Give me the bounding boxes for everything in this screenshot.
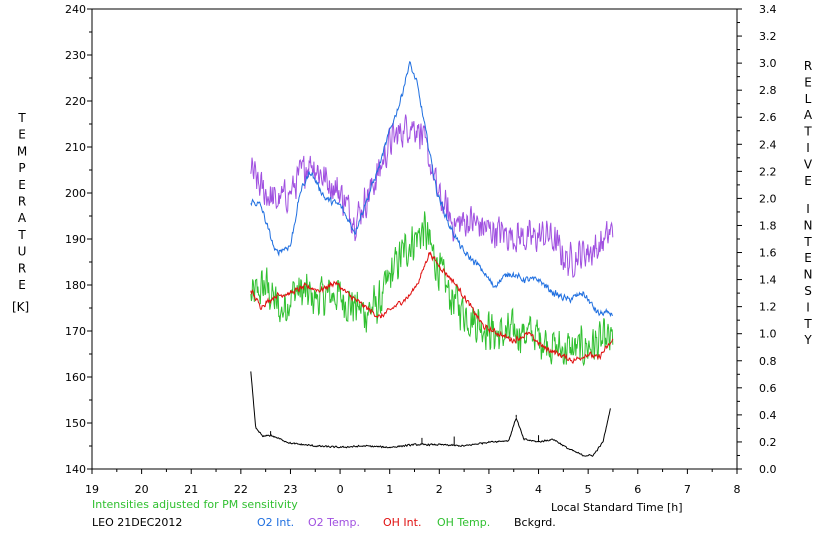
- right-axis-tick-label: 1.6: [759, 247, 777, 260]
- right-axis-title-letter: S: [804, 284, 812, 298]
- left-axis-unit: [K]: [12, 300, 29, 314]
- left-axis-title-letter: E: [18, 178, 26, 192]
- right-axis-tick-label: 1.4: [759, 274, 777, 287]
- right-axis-tick-label: 3.0: [759, 57, 777, 70]
- series-layer: [250, 60, 614, 457]
- left-axis-tick-label: 200: [65, 187, 86, 200]
- right-axis-title-letter: V: [804, 157, 813, 171]
- right-axis-tick-label: 0.4: [759, 409, 777, 422]
- right-axis-title-letter: E: [804, 251, 812, 265]
- left-axis-tick-label: 230: [65, 49, 86, 62]
- legend-entry: OH Temp.: [437, 516, 490, 529]
- right-axis-tick-label: 2.0: [759, 192, 777, 205]
- left-axis-tick-label: 210: [65, 141, 86, 154]
- right-axis-tick-label: 1.0: [759, 328, 777, 341]
- legend-entry: O2 Int.: [257, 516, 294, 529]
- right-axis-title-letter: R: [804, 59, 812, 73]
- right-axis-tick-label: 3.2: [759, 30, 777, 43]
- right-axis-title-letter: I: [806, 300, 810, 314]
- left-axis-title-letter: E: [18, 128, 26, 142]
- x-axis-title: Local Standard Time [h]: [551, 501, 683, 514]
- series-line-o2-int: [250, 60, 613, 318]
- right-axis-tick-label: 2.4: [759, 138, 777, 151]
- right-axis-tick-label: 0.2: [759, 436, 777, 449]
- left-axis-tick-label: 190: [65, 233, 86, 246]
- right-axis-tick-label: 3.4: [759, 3, 777, 16]
- right-axis-tick-label: 0.8: [759, 355, 777, 368]
- right-axis-title-letter: T: [803, 317, 812, 331]
- right-axis-title-letter: N: [804, 268, 813, 282]
- left-axis-tick-label: 180: [65, 279, 86, 292]
- x-axis-tick-label: 21: [184, 483, 198, 496]
- x-axis-tick-label: 7: [684, 483, 691, 496]
- left-axis-title-letter: M: [17, 144, 27, 158]
- right-axis-tick-label: 2.2: [759, 165, 777, 178]
- x-axis-tick-label: 2: [436, 483, 443, 496]
- right-axis-title-letter: A: [804, 108, 813, 122]
- right-axis-title-letter: L: [805, 92, 812, 106]
- series-line-bckgrd: [250, 371, 611, 457]
- left-axis-title-letter: A: [18, 211, 27, 225]
- x-axis-tick-label: 3: [485, 483, 492, 496]
- legend-entry: O2 Temp.: [308, 516, 360, 529]
- left-axis-tick-label: 140: [65, 463, 86, 476]
- right-axis-title-letter: E: [804, 75, 812, 89]
- right-axis-title-letter: T: [803, 125, 812, 139]
- series-line-o2-temp: [250, 114, 614, 278]
- left-axis-tick-label: 150: [65, 417, 86, 430]
- left-axis-title-letter: E: [18, 278, 26, 292]
- x-axis-tick-label: 4: [535, 483, 542, 496]
- right-axis-tick-label: 0.0: [759, 463, 777, 476]
- right-axis-title-letter: E: [804, 174, 812, 188]
- right-axis-tick-label: 2.6: [759, 111, 777, 124]
- right-axis-title-letter: Y: [803, 333, 812, 347]
- left-axis-tick-label: 240: [65, 3, 86, 16]
- x-axis-tick-label: 5: [585, 483, 592, 496]
- left-axis-title-letter: P: [18, 161, 25, 175]
- right-axis-tick-label: 1.8: [759, 219, 777, 232]
- label-layer: 1401501601701801902002102202302400.00.20…: [17, 3, 813, 529]
- left-axis-title-letter: R: [18, 195, 26, 209]
- left-axis-title-letter: T: [17, 111, 26, 125]
- station-label: LEO 21DEC2012: [92, 516, 182, 529]
- left-axis-title-letter: T: [17, 228, 26, 242]
- right-axis-title-letter: I: [806, 202, 810, 216]
- x-axis-tick-label: 8: [734, 483, 741, 496]
- right-axis-tick-label: 2.8: [759, 84, 777, 97]
- x-axis-tick-label: 6: [634, 483, 641, 496]
- series-line-oh-temp: [250, 211, 614, 367]
- left-axis-tick-label: 220: [65, 95, 86, 108]
- series-line-oh-int: [250, 251, 614, 364]
- right-axis-tick-label: 1.2: [759, 301, 777, 314]
- x-axis-tick-label: 23: [283, 483, 297, 496]
- right-axis-title-letter: I: [806, 141, 810, 155]
- right-axis-title-letter: T: [803, 235, 812, 249]
- x-axis-tick-label: 0: [337, 483, 344, 496]
- left-axis-tick-label: 160: [65, 371, 86, 384]
- x-axis-tick-label: 19: [85, 483, 99, 496]
- x-axis-tick-label: 1: [386, 483, 393, 496]
- legend-entry: OH Int.: [383, 516, 421, 529]
- intensity-note: Intensities adjusted for PM sensitivity: [92, 498, 298, 511]
- axis-layer: [87, 8, 742, 474]
- right-axis-title-letter: N: [804, 218, 813, 232]
- left-axis-title-letter: U: [18, 245, 27, 259]
- left-axis-tick-label: 170: [65, 325, 86, 338]
- x-axis-tick-label: 20: [135, 483, 149, 496]
- right-axis-tick-label: 0.6: [759, 382, 777, 395]
- x-axis-tick-label: 22: [234, 483, 248, 496]
- left-axis-title-letter: R: [18, 261, 26, 275]
- legend-entry: Bckgrd.: [514, 516, 556, 529]
